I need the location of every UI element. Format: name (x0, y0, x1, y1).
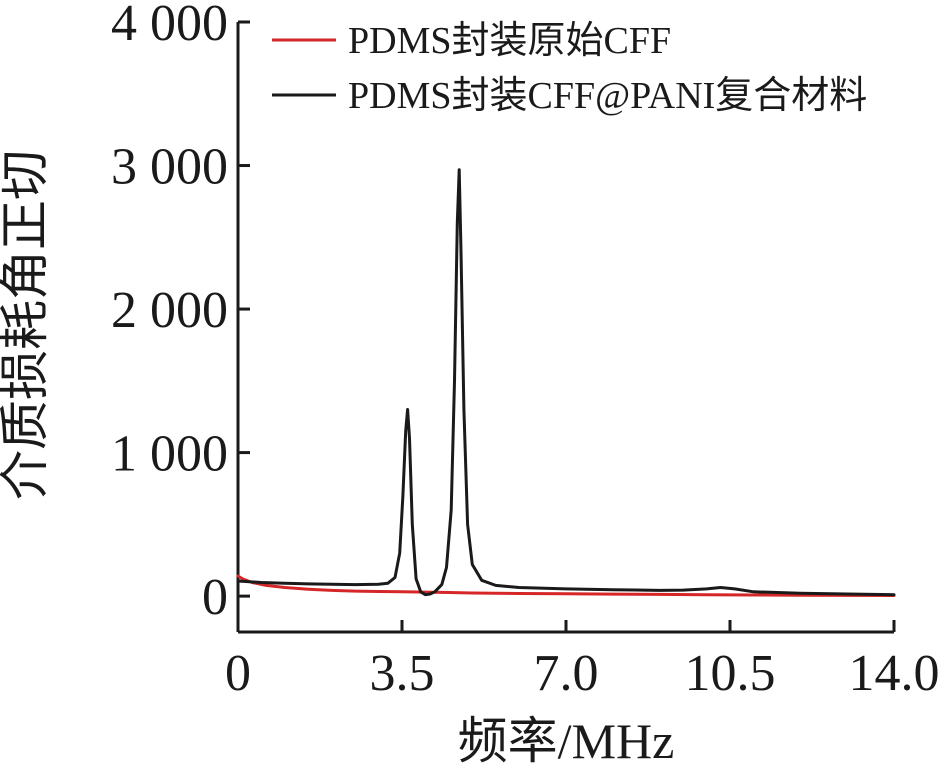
y-tick-label: 4 000 (111, 0, 228, 52)
series-line-1 (236, 574, 896, 597)
x-tick-label: 14.0 (849, 645, 940, 702)
y-tick-label: 0 (202, 569, 228, 626)
y-tick-label: 1 000 (111, 426, 228, 483)
series-line-2 (236, 168, 896, 597)
y-ticks: 0 1 000 2 000 3 000 4 000 (111, 0, 250, 626)
x-axis-title: 频率/MHz (458, 713, 675, 769)
legend-label-1: PDMS封装原始CFF (348, 20, 671, 62)
y-axis-title: 介质损耗角正切 (0, 150, 53, 500)
y-tick-label: 2 000 (111, 282, 228, 339)
x-ticks: 0 3.5 7.0 10.5 14.0 (225, 620, 940, 702)
x-tick-label: 0 (225, 645, 251, 702)
legend-label-2: PDMS封装CFF@PANI复合材料 (348, 75, 867, 117)
y-tick-label: 3 000 (111, 139, 228, 196)
legend: PDMS封装原始CFF PDMS封装CFF@PANI复合材料 (272, 20, 867, 117)
x-tick-label: 7.0 (534, 645, 599, 702)
x-tick-label: 10.5 (685, 645, 776, 702)
series-layer (236, 168, 896, 597)
x-tick-label: 3.5 (370, 645, 435, 702)
